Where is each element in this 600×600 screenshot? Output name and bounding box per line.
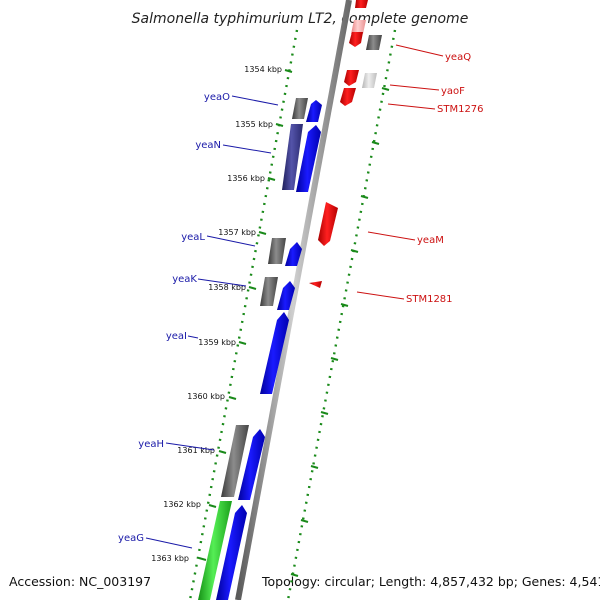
map-title: Salmonella typhimurium LT2, complete gen…: [132, 11, 469, 27]
tick-1356: [267, 177, 276, 181]
right-tick: [300, 519, 309, 523]
gene-block-yaoF[interactable]: [362, 73, 377, 88]
right-tick: [360, 195, 369, 199]
gene-label-yaoF[interactable]: yaoF: [441, 86, 465, 97]
cds-arrow-yaoF[interactable]: [344, 70, 359, 86]
tick-1362: [208, 504, 217, 508]
gene-block-yeaN: [282, 124, 303, 190]
right-tick-group: [290, 87, 390, 577]
tick-label: 1360 kbp: [187, 392, 225, 401]
tick-label: 1358 kbp: [208, 283, 246, 292]
tick-label: 1363 kbp: [151, 554, 189, 563]
tick-label: 1362 kbp: [163, 500, 201, 509]
accession-text: Accession: NC_003197: [9, 574, 151, 589]
tick-1358: [248, 286, 257, 290]
right-tick: [320, 411, 329, 415]
gene-block-yeaL[interactable]: [268, 238, 286, 264]
tick-group: [198, 69, 293, 561]
leader-yeaL: [206, 235, 256, 247]
gene-block-yeaQ[interactable]: [366, 35, 382, 50]
leader-yeaH: [165, 442, 215, 451]
cds-arrow-yeaN[interactable]: [296, 125, 321, 192]
gene-label-yeaN[interactable]: yeaN: [195, 140, 221, 151]
tick-1357: [258, 231, 267, 235]
tick-label: 1354 kbp: [244, 65, 282, 74]
cds-arrow-yeaK[interactable]: [277, 281, 295, 310]
cds-arrow-yeaI[interactable]: [260, 312, 289, 394]
topology-summary-text: Topology: circular; Length: 4,857,432 bp…: [261, 574, 600, 589]
leader-yeaI: [187, 335, 199, 339]
cds-arrow-yeaL[interactable]: [285, 242, 302, 266]
reverse-leaders: [356, 44, 444, 300]
gene-label-yeaG[interactable]: yeaG: [118, 533, 144, 544]
right-tick: [371, 141, 380, 145]
tick-label: 1359 kbp: [198, 338, 236, 347]
leader-yeaN: [222, 144, 272, 154]
cds-arrow-yeaQ[interactable]: [349, 32, 363, 47]
cds-arrow-STM1276[interactable]: [340, 88, 356, 106]
ruler-right-dots: [286, 29, 397, 600]
gene-label-yeaQ[interactable]: yeaQ: [445, 52, 471, 63]
leader-yaoF: [389, 84, 440, 91]
right-tick: [340, 303, 349, 307]
gene-label-yeaL[interactable]: yeaL: [181, 232, 205, 243]
right-tick: [381, 87, 390, 91]
leader-yeaQ: [395, 44, 444, 57]
gene-label-yeaM[interactable]: yeaM: [417, 235, 444, 246]
cds-arrow-yeaG[interactable]: [216, 505, 247, 600]
tick-1354: [284, 69, 293, 73]
cds-arrow-yeaH[interactable]: [238, 429, 265, 500]
genome-backbone: [235, 0, 352, 600]
right-tick: [330, 357, 339, 361]
gene-label-STM1281[interactable]: STM1281: [406, 294, 453, 305]
cds-arrow-yeaO[interactable]: [306, 100, 322, 122]
tick-label: 1356 kbp: [227, 174, 265, 183]
rna-block-green[interactable]: [198, 501, 232, 600]
tick-1361: [218, 450, 227, 454]
tick-1355: [275, 123, 284, 127]
gene-block-yeaK[interactable]: [260, 277, 278, 306]
cds-arrow-reverse-top[interactable]: [355, 0, 368, 8]
gene-label-yeaH[interactable]: yeaH: [138, 439, 164, 450]
tick-label: 1357 kbp: [218, 228, 256, 237]
gene-label-yeaI[interactable]: yeaI: [166, 331, 187, 342]
right-tick: [350, 249, 359, 253]
leader-yeaM: [367, 231, 416, 241]
gene-label-yeaK[interactable]: yeaK: [172, 274, 197, 285]
gene-block-yeaO[interactable]: [292, 98, 308, 119]
tick-1359: [238, 341, 247, 345]
leader-yeaG: [145, 537, 193, 549]
leader-yeaO: [231, 95, 279, 106]
leader-yeaK: [197, 278, 247, 287]
tick-1360: [228, 396, 237, 400]
gene-label-yeaO[interactable]: yeaO: [204, 92, 230, 103]
cds-arrow-STM1281[interactable]: [309, 281, 322, 288]
leader-STM1281: [356, 291, 405, 300]
forward-leaders: [145, 95, 279, 549]
tick-label: 1361 kbp: [177, 446, 215, 455]
cds-arrow-yeaM[interactable]: [318, 202, 338, 246]
tick-label: 1355 kbp: [235, 120, 273, 129]
leader-STM1276: [387, 103, 436, 110]
right-tick: [290, 573, 299, 577]
gene-label-STM1276[interactable]: STM1276: [437, 104, 484, 115]
tick-1363: [198, 557, 207, 561]
gene-block-yeaH[interactable]: [221, 425, 249, 497]
right-tick: [310, 465, 319, 469]
